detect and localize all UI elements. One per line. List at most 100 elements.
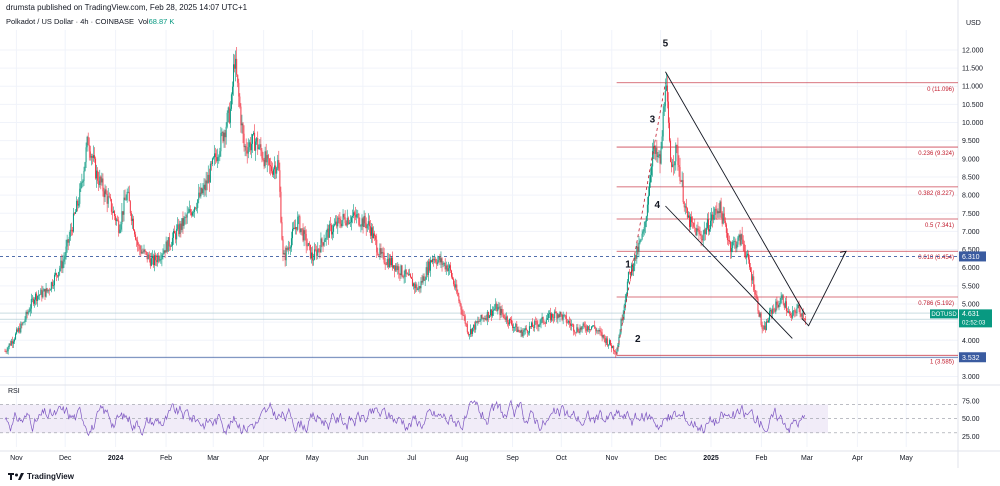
rsi-tick-label: 50.00 — [962, 416, 980, 423]
candle-body — [560, 312, 562, 315]
candle-body — [738, 234, 740, 238]
candle-body — [384, 262, 386, 265]
candle-body — [15, 333, 17, 340]
candle-body — [138, 244, 140, 246]
candle-body — [144, 249, 146, 252]
candle-body — [367, 221, 369, 225]
candle-body — [12, 341, 14, 344]
candle-body — [699, 233, 701, 235]
candle-body — [158, 255, 160, 261]
candle-body — [124, 197, 126, 201]
candle-body — [597, 330, 599, 332]
candle-body — [556, 313, 558, 319]
candle-body — [140, 249, 142, 254]
candle-body — [528, 326, 530, 333]
channel-lower-line[interactable] — [665, 205, 793, 339]
candle-body — [714, 208, 716, 215]
candle-body — [482, 317, 484, 319]
candle-body — [596, 330, 598, 332]
candle-body — [88, 145, 90, 152]
candle-body — [504, 318, 506, 320]
y-tick-label: 5.500 — [962, 283, 980, 290]
candle-body — [481, 314, 483, 319]
candle-body — [479, 320, 481, 322]
candle-body — [455, 284, 457, 288]
candle-body — [248, 142, 250, 148]
candle-body — [111, 211, 113, 213]
candle-body — [102, 178, 104, 192]
x-tick-label: May — [306, 455, 320, 462]
candle-body — [310, 252, 312, 259]
candle-body — [644, 221, 646, 227]
candle-body — [756, 295, 758, 299]
fib-level-label: 0.5 (7.341) — [925, 223, 954, 229]
candle-body — [427, 261, 429, 275]
candle-body — [746, 253, 748, 256]
candle-body — [30, 299, 32, 309]
candle-body — [168, 237, 170, 247]
candle-body — [678, 165, 680, 168]
candle-body — [802, 313, 804, 319]
candle-body — [40, 289, 42, 295]
candle-body — [24, 319, 26, 322]
candle-body — [503, 314, 505, 319]
candle-body — [217, 157, 219, 161]
x-tick-label: Feb — [755, 455, 767, 462]
candle-body — [542, 317, 544, 323]
candle-body — [540, 319, 542, 324]
candle-body — [423, 276, 425, 281]
candle-body — [336, 221, 338, 227]
candle-body — [415, 284, 417, 289]
level-tag-box — [959, 251, 986, 262]
x-tick-label: Aug — [456, 455, 469, 462]
candle-body — [320, 238, 322, 253]
candle-body — [586, 326, 588, 331]
candle-body — [546, 318, 548, 320]
candle-body — [630, 271, 632, 276]
candle-body — [462, 314, 464, 316]
candle-body — [585, 329, 587, 331]
candle-body — [379, 248, 381, 256]
projection-path[interactable] — [801, 251, 847, 327]
candle-body — [154, 255, 156, 266]
candle-body — [25, 312, 27, 320]
candle-body — [53, 274, 55, 286]
candle-body — [148, 254, 150, 259]
x-tick-label: Jul — [407, 455, 416, 462]
candle-body — [635, 254, 637, 259]
candle-body — [406, 273, 408, 275]
wave-label: 3 — [650, 115, 656, 126]
candle-body — [125, 199, 127, 201]
candle-body — [324, 239, 326, 242]
candle-body — [800, 313, 802, 317]
candle-body — [342, 214, 344, 221]
candle-body — [202, 189, 204, 194]
candle-body — [390, 257, 392, 266]
candle-body — [591, 326, 593, 330]
candle-body — [194, 207, 196, 212]
candle-body — [170, 245, 172, 247]
candle-body — [378, 254, 380, 256]
candle-body — [70, 229, 72, 231]
candle-body — [335, 221, 337, 225]
candle-body — [773, 308, 775, 310]
channel-upper-line[interactable] — [665, 71, 806, 316]
candle-body — [711, 214, 713, 221]
candle-body — [683, 202, 685, 208]
candle-body — [780, 297, 782, 304]
candle-body — [152, 255, 154, 266]
candle-body — [55, 273, 57, 275]
candle-body — [573, 324, 575, 332]
candle-body — [44, 289, 46, 297]
candle-body — [624, 299, 626, 306]
candle-body — [257, 138, 259, 150]
candle-body — [304, 230, 306, 234]
candle-body — [33, 299, 35, 304]
candle-body — [86, 136, 88, 148]
candle-body — [329, 224, 331, 226]
candle-body — [395, 265, 397, 271]
candle-body — [425, 267, 427, 280]
candle-body — [694, 226, 696, 229]
candle-body — [438, 257, 440, 261]
